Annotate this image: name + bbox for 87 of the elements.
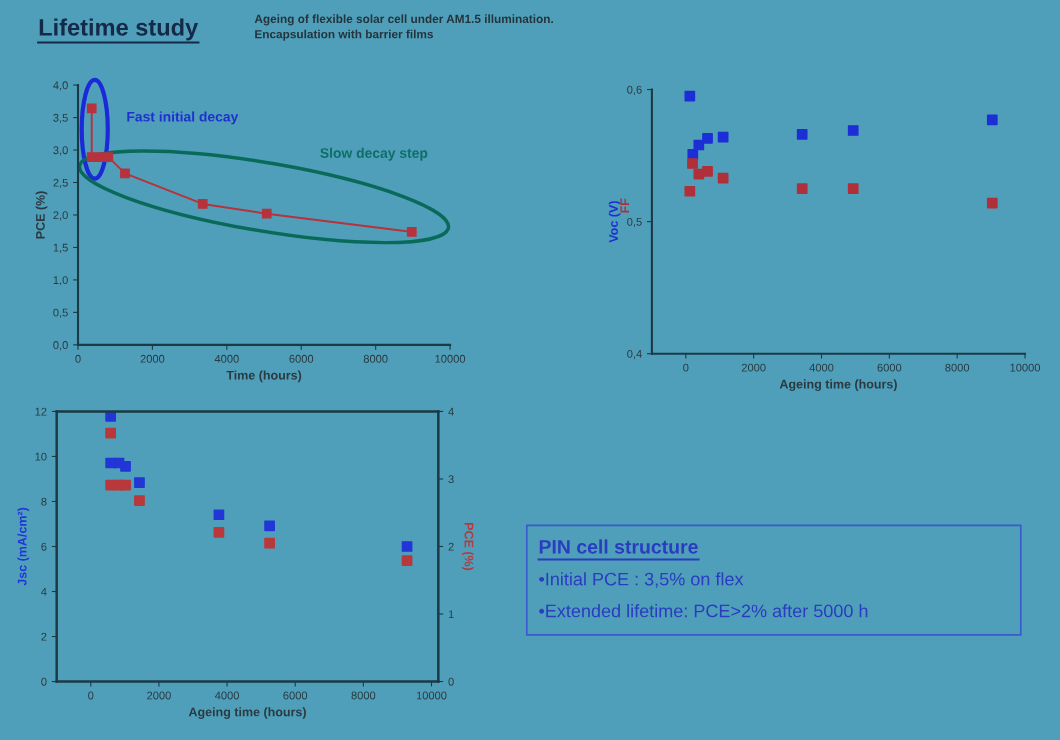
point [986,114,998,126]
point [261,208,272,219]
y-tick-label: 6 [41,542,47,551]
point [120,479,131,491]
point [406,226,417,237]
y-tick-label: 10 [35,452,47,461]
x-axis-title: Ageing time (hours) [779,379,897,392]
point [702,133,713,144]
point [120,461,131,472]
x-tick-label: 4000 [809,363,834,372]
x-axis-title: Time (hours) [226,370,302,383]
x-tick-label: 0 [683,363,689,372]
x-tick-label: 6000 [877,363,902,372]
point [197,199,208,209]
y2-tick-label: 1 [448,610,454,619]
point [103,152,114,163]
y-tick-label: 4,0 [53,81,68,91]
x-tick-label: 2000 [147,691,171,700]
x-tick-label: 0 [88,691,94,700]
x-tick-label: 8000 [945,363,970,372]
y-axis-title: PCE (%) [35,191,48,239]
y2-tick-label: 0 [448,677,454,686]
text: •Extended lifetime: PCE>2% after 5000 h [539,604,868,618]
point [120,168,130,179]
point [86,103,97,114]
point [702,166,713,177]
x-tick-label: 10000 [435,354,466,363]
chart-subtitle: Ageing of flexible solar cell under AM1.5 illumination. Encapsulation with barrier films [254,14,553,41]
annotation: Slow decay step [320,147,428,161]
text: Voc (V) [608,201,621,243]
point [847,125,859,136]
point [986,197,998,209]
point [264,537,275,549]
x-tick-label: 0 [75,354,81,363]
y-tick-label: 3,0 [53,146,68,156]
y-tick-label: 1,5 [53,243,68,253]
text: PIN cell structure [539,539,698,554]
point [847,183,859,194]
text: •Initial PCE : 3,5% on flex [539,572,744,588]
point [687,158,698,169]
y2-tick-label: 4 [448,407,454,416]
point [684,90,696,102]
point [264,520,275,532]
x-tick-label: 2000 [741,363,766,372]
y-tick-label: 4 [41,587,47,596]
point [213,509,225,521]
y-tick-label: 0,5 [53,308,68,318]
point [105,411,116,422]
y-tick-label: 0,6 [627,85,642,95]
x-tick-label: 4000 [214,354,239,363]
y2-tick-label: 3 [448,475,454,484]
point [401,555,413,567]
point [213,526,225,538]
y-tick-label: 2 [41,632,47,641]
point [796,183,808,194]
x-tick-label: 6000 [289,354,314,363]
point [134,495,145,506]
y2-tick-label: 2 [448,542,454,551]
text: FF [620,198,630,213]
y-tick-label: 8 [41,497,47,506]
y-tick-label: 2,5 [53,178,68,188]
annotation: Fast initial decay [127,111,239,125]
y-tick-label: 0,0 [53,341,68,351]
point [796,129,808,140]
x-tick-label: 10000 [1010,363,1041,372]
y2-axis-title: PCE (%) [462,523,474,571]
chart-title: Lifetime study [39,18,199,41]
point [684,185,696,197]
x-tick-label: 10000 [416,691,447,700]
y-tick-label: 2,0 [53,211,68,221]
point [401,541,413,552]
y-tick-label: 0,4 [627,349,642,360]
y-tick-label: 1,0 [53,276,68,286]
point [134,477,145,488]
point [693,139,705,151]
point [105,427,116,439]
x-axis-title: Ageing time (hours) [188,707,306,719]
x-tick-label: 6000 [283,691,308,700]
x-tick-label: 2000 [140,354,165,363]
x-tick-label: 8000 [363,354,388,363]
x-tick-label: 4000 [214,691,239,700]
y-tick-label: 3,5 [53,113,68,124]
y-tick-label: 12 [35,407,47,416]
y-tick-label: 0 [41,677,47,686]
y-axis-title: Jsc (mA/cm²) [17,507,30,586]
y-tick-label: 0,5 [627,217,642,228]
x-tick-label: 8000 [351,691,376,700]
